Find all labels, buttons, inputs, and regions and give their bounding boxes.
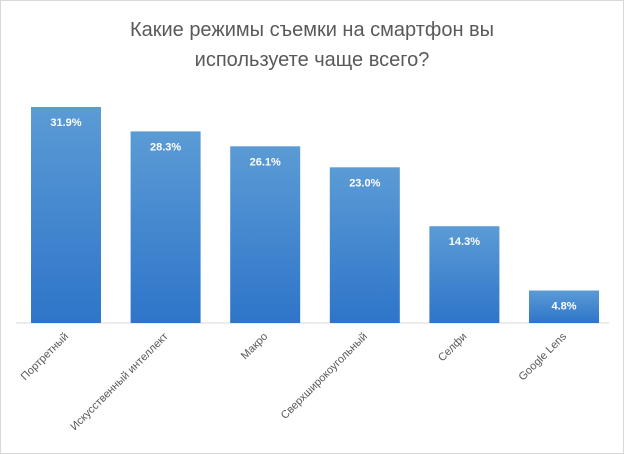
data-label-0: 31.9% [50, 117, 81, 129]
chart-title-line-1: Какие режимы съемки на смартфон вы [129, 19, 495, 41]
bar-0 [31, 107, 101, 323]
category-label-1: Искусственный интеллект [68, 331, 170, 433]
bar-5 [529, 290, 599, 323]
chart-title: Какие режимы съемки на смартфон вы испол… [1, 15, 623, 75]
category-label-2: Макро [239, 331, 270, 362]
chart-title-line-2: используете чаще всего? [194, 49, 430, 71]
category-label-4: Селфи [436, 331, 469, 364]
data-label-4: 14.3% [449, 236, 480, 248]
data-label-1: 28.3% [150, 141, 181, 153]
category-label-0: Портретный [19, 331, 71, 383]
bar-1 [130, 131, 201, 323]
data-label-5: 4.8% [551, 301, 576, 313]
category-label-3: Сверхширокоугольный [279, 331, 370, 422]
category-label-5: Google Lens [517, 330, 570, 383]
data-label-2: 26.1% [250, 156, 281, 168]
bar-3 [329, 167, 400, 323]
bar-2 [230, 146, 301, 323]
data-label-3: 23.0% [349, 177, 380, 189]
bar-4 [429, 226, 500, 323]
